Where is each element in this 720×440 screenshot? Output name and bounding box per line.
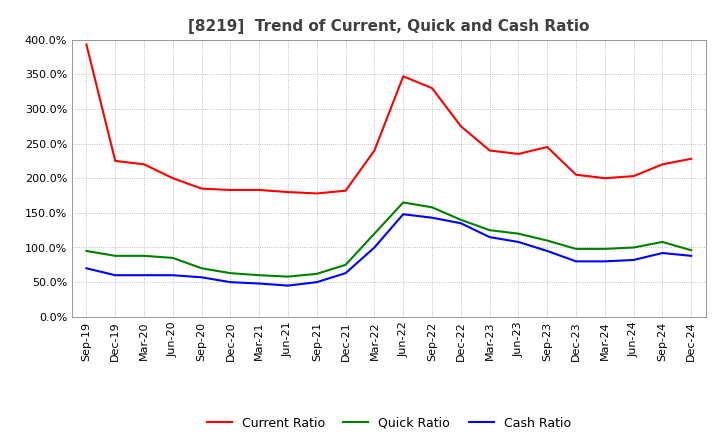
Cash Ratio — [428, 215, 436, 220]
Current Ratio — [341, 188, 350, 193]
Quick Ratio — [543, 238, 552, 243]
Quick Ratio — [399, 200, 408, 205]
Cash Ratio — [197, 275, 206, 280]
Quick Ratio — [370, 231, 379, 236]
Quick Ratio — [514, 231, 523, 236]
Quick Ratio — [197, 266, 206, 271]
Cash Ratio — [168, 272, 177, 278]
Quick Ratio — [629, 245, 638, 250]
Title: [8219]  Trend of Current, Quick and Cash Ratio: [8219] Trend of Current, Quick and Cash … — [188, 19, 590, 34]
Current Ratio — [514, 151, 523, 157]
Cash Ratio — [658, 250, 667, 256]
Cash Ratio — [140, 272, 148, 278]
Current Ratio — [82, 42, 91, 47]
Quick Ratio — [284, 274, 292, 279]
Current Ratio — [629, 173, 638, 179]
Cash Ratio — [514, 239, 523, 245]
Current Ratio — [284, 189, 292, 194]
Cash Ratio — [485, 235, 494, 240]
Cash Ratio — [341, 271, 350, 276]
Quick Ratio — [168, 255, 177, 260]
Cash Ratio — [629, 257, 638, 263]
Line: Quick Ratio: Quick Ratio — [86, 202, 691, 277]
Quick Ratio — [226, 271, 235, 276]
Quick Ratio — [428, 205, 436, 210]
Cash Ratio — [399, 212, 408, 217]
Quick Ratio — [312, 271, 321, 276]
Cash Ratio — [687, 253, 696, 258]
Current Ratio — [399, 73, 408, 79]
Current Ratio — [168, 176, 177, 181]
Cash Ratio — [456, 220, 465, 226]
Current Ratio — [456, 124, 465, 129]
Line: Cash Ratio: Cash Ratio — [86, 214, 691, 286]
Current Ratio — [658, 161, 667, 167]
Current Ratio — [370, 148, 379, 153]
Cash Ratio — [284, 283, 292, 288]
Quick Ratio — [687, 248, 696, 253]
Legend: Current Ratio, Quick Ratio, Cash Ratio: Current Ratio, Quick Ratio, Cash Ratio — [202, 412, 576, 435]
Cash Ratio — [543, 248, 552, 253]
Current Ratio — [543, 144, 552, 150]
Current Ratio — [687, 156, 696, 161]
Quick Ratio — [140, 253, 148, 258]
Current Ratio — [312, 191, 321, 196]
Cash Ratio — [572, 259, 580, 264]
Quick Ratio — [600, 246, 609, 252]
Current Ratio — [111, 158, 120, 164]
Quick Ratio — [485, 227, 494, 233]
Cash Ratio — [226, 279, 235, 285]
Cash Ratio — [312, 279, 321, 285]
Current Ratio — [197, 186, 206, 191]
Current Ratio — [226, 187, 235, 193]
Quick Ratio — [82, 248, 91, 253]
Cash Ratio — [370, 245, 379, 250]
Cash Ratio — [82, 266, 91, 271]
Cash Ratio — [600, 259, 609, 264]
Cash Ratio — [255, 281, 264, 286]
Quick Ratio — [111, 253, 120, 258]
Line: Current Ratio: Current Ratio — [86, 44, 691, 194]
Current Ratio — [572, 172, 580, 177]
Quick Ratio — [658, 239, 667, 245]
Quick Ratio — [572, 246, 580, 252]
Quick Ratio — [456, 217, 465, 222]
Current Ratio — [485, 148, 494, 153]
Quick Ratio — [341, 262, 350, 268]
Current Ratio — [428, 85, 436, 91]
Current Ratio — [600, 176, 609, 181]
Current Ratio — [140, 161, 148, 167]
Quick Ratio — [255, 272, 264, 278]
Current Ratio — [255, 187, 264, 193]
Cash Ratio — [111, 272, 120, 278]
